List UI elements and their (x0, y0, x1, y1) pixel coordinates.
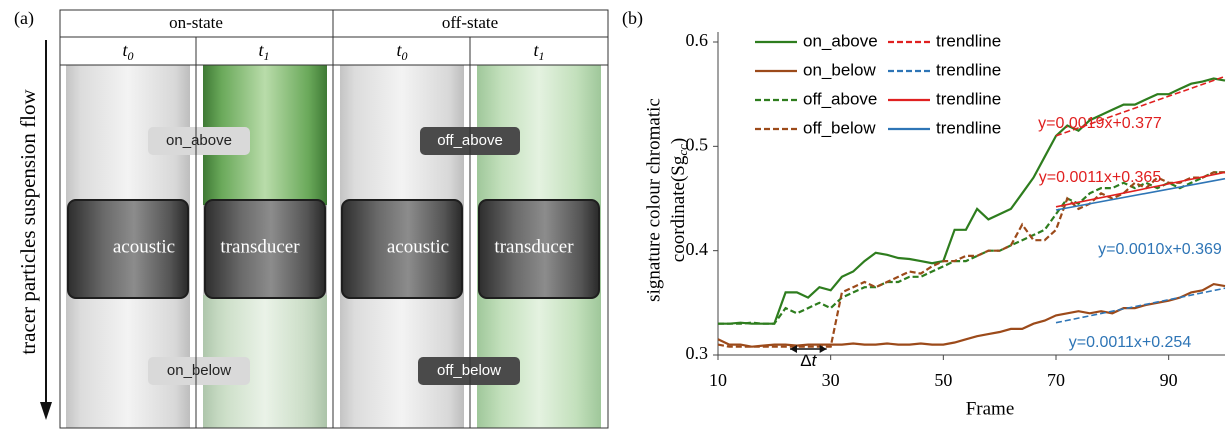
legend-label: on_above (803, 31, 878, 50)
time-header: t1 (258, 40, 269, 63)
delta-arrowhead (820, 345, 827, 353)
legend-label: trendline (936, 118, 1001, 137)
flow-label: tracer particles suspension flow (16, 89, 40, 355)
y-tick-label: 0.4 (686, 239, 709, 259)
x-axis-title: Frame (966, 398, 1015, 419)
delta-label: Δt (800, 351, 817, 370)
transducer-text: acoustic (113, 236, 175, 257)
y-tick-label: 0.6 (686, 30, 709, 50)
transducer-text: acoustic (387, 236, 449, 257)
legend-label: trendline (936, 31, 1001, 50)
time-header: t0 (122, 40, 133, 63)
time-header: t0 (396, 40, 407, 63)
panel-b: (b) signature colour chromatic coordinat… (622, 8, 1225, 419)
transducer-text: transducer (494, 236, 574, 257)
legend-label: trendline (936, 89, 1001, 108)
transducer-text: transducer (220, 236, 300, 257)
state-header: on-state (169, 13, 223, 32)
legend-label: trendline (936, 60, 1001, 79)
y-tick-label: 0.3 (686, 343, 709, 363)
x-tick-label: 70 (1047, 370, 1065, 390)
tag: on_above (166, 132, 232, 149)
series-line (1056, 288, 1225, 323)
panel-a: (a) acoustic transducer acoustic transdu… (14, 8, 608, 428)
legend-label: off_below (803, 118, 876, 137)
x-tick-label: 50 (934, 370, 952, 390)
trend-equation: y=0.0010x+0.369 (1098, 241, 1222, 258)
tag: on_below (167, 362, 231, 379)
delta-symbol: Δ (800, 351, 811, 370)
series-line (718, 172, 1225, 346)
trend-equation: y=0.0011x+0.365 (1039, 169, 1162, 186)
legend-label: off_above (803, 89, 877, 108)
delta-var: t (812, 351, 818, 370)
y-axis-title: signature colour chromatic (643, 98, 664, 302)
tag: off_below (437, 362, 501, 379)
state-header: off-state (442, 13, 498, 32)
time-header: t1 (533, 40, 544, 63)
figure: (a) acoustic transducer acoustic transdu… (0, 0, 1231, 432)
trend-equation: y=0.0019x+0.377 (1038, 115, 1162, 132)
y-tick-label: 0.5 (686, 134, 709, 154)
panel-label: (a) (14, 8, 34, 29)
x-tick-label: 90 (1160, 370, 1178, 390)
legend-label: on_below (803, 60, 877, 79)
trend-equation: y=0.0011x+0.254 (1069, 334, 1192, 351)
x-tick-label: 10 (709, 370, 727, 390)
panel-label: (b) (622, 8, 643, 29)
flow-arrowhead (40, 402, 52, 420)
x-tick-label: 30 (822, 370, 840, 390)
